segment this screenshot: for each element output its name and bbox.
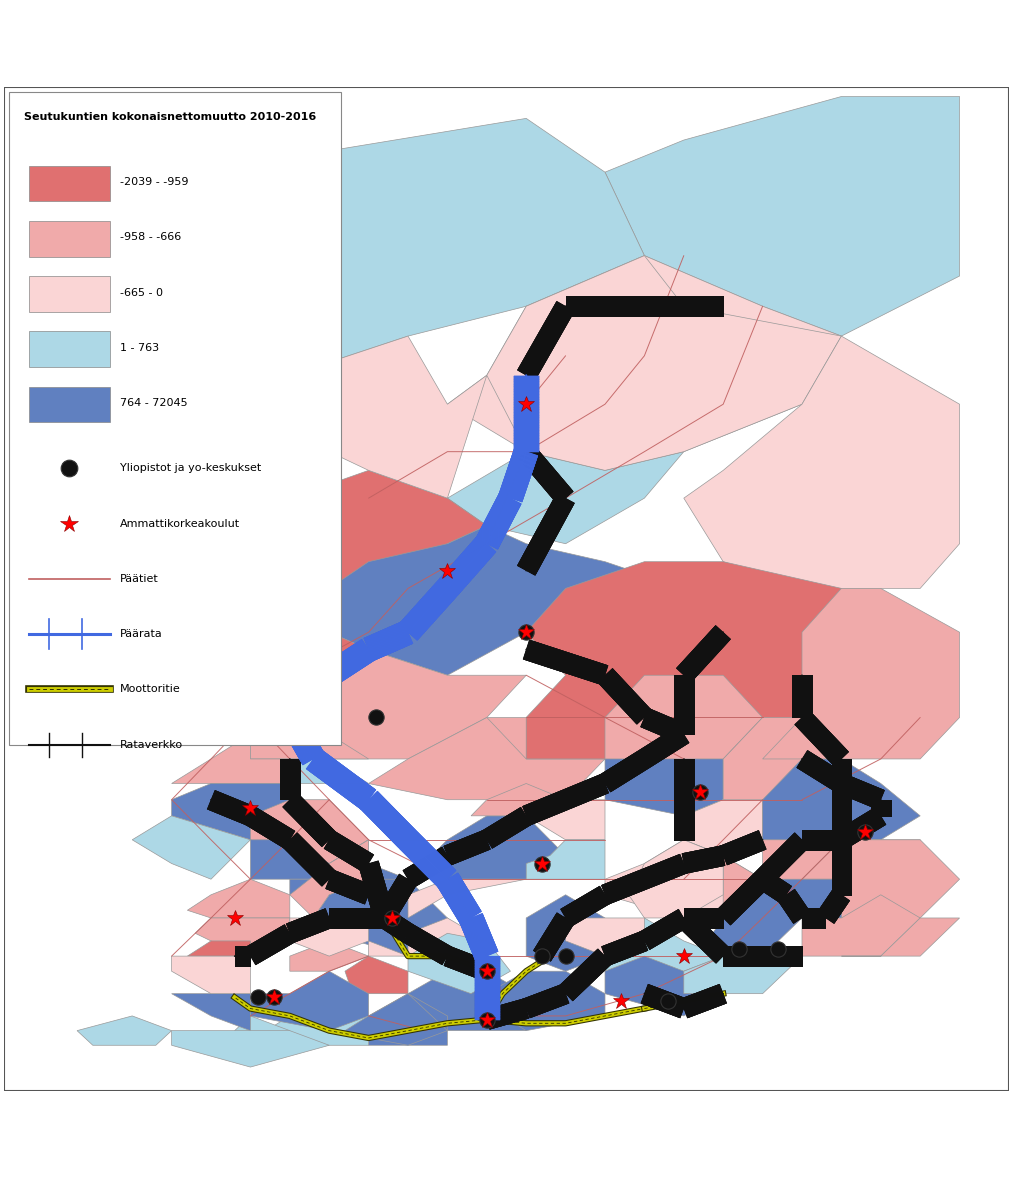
Polygon shape	[250, 800, 369, 863]
Text: Ammattikorkeakoulut: Ammattikorkeakoulut	[120, 518, 240, 529]
Polygon shape	[408, 933, 511, 994]
Polygon shape	[266, 994, 369, 1045]
Text: 1 - 763: 1 - 763	[120, 343, 159, 353]
Polygon shape	[487, 256, 842, 470]
Polygon shape	[842, 840, 959, 918]
Polygon shape	[290, 759, 369, 783]
Polygon shape	[408, 971, 526, 1031]
Polygon shape	[526, 840, 605, 879]
Text: Moottoritie: Moottoritie	[120, 684, 180, 695]
Polygon shape	[171, 994, 250, 1031]
Polygon shape	[471, 783, 565, 816]
Polygon shape	[605, 840, 763, 918]
Polygon shape	[408, 717, 526, 759]
Polygon shape	[605, 675, 763, 759]
Polygon shape	[187, 879, 290, 918]
Polygon shape	[290, 941, 369, 971]
Polygon shape	[763, 588, 959, 759]
Polygon shape	[369, 994, 448, 1045]
Polygon shape	[526, 800, 605, 840]
Text: Päätiet: Päätiet	[120, 574, 158, 584]
Polygon shape	[684, 800, 763, 855]
Polygon shape	[171, 957, 250, 994]
Text: Päärata: Päärata	[120, 629, 162, 640]
Polygon shape	[171, 783, 290, 840]
Bar	[29, 386, 109, 423]
Polygon shape	[329, 525, 684, 675]
Polygon shape	[842, 918, 959, 957]
Polygon shape	[408, 918, 487, 957]
Polygon shape	[211, 470, 487, 605]
Polygon shape	[487, 971, 605, 1031]
FancyBboxPatch shape	[9, 92, 340, 744]
Polygon shape	[684, 336, 959, 588]
Text: -2039 - -959: -2039 - -959	[120, 177, 188, 187]
Polygon shape	[526, 562, 842, 759]
Polygon shape	[605, 97, 959, 336]
Polygon shape	[250, 840, 369, 879]
Polygon shape	[171, 1031, 329, 1067]
Polygon shape	[684, 957, 802, 994]
Polygon shape	[313, 879, 448, 957]
Polygon shape	[802, 895, 920, 957]
Polygon shape	[196, 918, 290, 957]
Bar	[29, 276, 109, 312]
Polygon shape	[723, 816, 842, 918]
Text: -958 - -666: -958 - -666	[120, 232, 181, 243]
Polygon shape	[423, 816, 565, 879]
Polygon shape	[605, 957, 723, 1015]
Polygon shape	[707, 879, 842, 957]
Polygon shape	[235, 1015, 290, 1045]
Text: Yliopistot ja yo-keskukset: Yliopistot ja yo-keskukset	[120, 463, 261, 474]
Polygon shape	[290, 863, 408, 895]
Polygon shape	[250, 971, 369, 1031]
Bar	[29, 331, 109, 368]
Polygon shape	[250, 336, 487, 498]
Polygon shape	[133, 498, 290, 588]
Polygon shape	[408, 879, 526, 918]
Polygon shape	[345, 957, 408, 994]
Text: Seutukuntien kokonaisnettomuutto 2010-2016: Seutukuntien kokonaisnettomuutto 2010-20…	[24, 112, 316, 121]
Polygon shape	[723, 717, 842, 816]
Polygon shape	[93, 119, 644, 376]
Bar	[29, 220, 109, 257]
Polygon shape	[763, 759, 920, 840]
Bar	[29, 166, 109, 201]
Polygon shape	[329, 994, 448, 1045]
Polygon shape	[133, 816, 250, 879]
Polygon shape	[171, 734, 290, 783]
Polygon shape	[211, 588, 369, 675]
Polygon shape	[77, 1015, 171, 1045]
Polygon shape	[290, 649, 526, 759]
Polygon shape	[526, 895, 605, 971]
Polygon shape	[605, 734, 723, 816]
Text: 764 - 72045: 764 - 72045	[120, 398, 187, 408]
Polygon shape	[629, 840, 723, 918]
Polygon shape	[250, 701, 369, 759]
Polygon shape	[290, 840, 369, 918]
Polygon shape	[802, 840, 920, 895]
Polygon shape	[187, 941, 250, 957]
Polygon shape	[448, 256, 842, 470]
Polygon shape	[369, 717, 605, 800]
Text: -665 - 0: -665 - 0	[120, 287, 163, 298]
Polygon shape	[369, 918, 487, 957]
Polygon shape	[605, 918, 723, 994]
Polygon shape	[565, 918, 644, 957]
Polygon shape	[290, 918, 369, 957]
Text: Rataverkko: Rataverkko	[120, 740, 182, 749]
Polygon shape	[448, 451, 684, 544]
